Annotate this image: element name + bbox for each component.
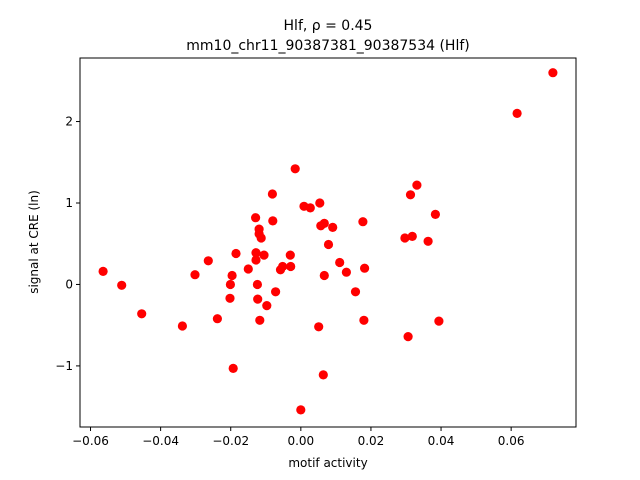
data-point <box>285 250 295 260</box>
data-point <box>335 257 345 268</box>
data-point <box>137 309 147 319</box>
data-point <box>315 198 325 208</box>
data-point <box>212 314 222 324</box>
data-point <box>341 267 351 277</box>
x-axis-ticks: −0.06 −0.04 −0.02 0.00 0.02 0.04 0.06 <box>72 427 525 448</box>
data-point <box>268 216 278 226</box>
data-point <box>271 287 281 297</box>
data-point <box>323 239 334 250</box>
data-point <box>290 164 300 174</box>
data-point <box>117 280 127 290</box>
chart-title-line1: Hlf, ρ = 0.45 <box>284 18 373 34</box>
data-point <box>203 256 213 266</box>
data-point <box>328 222 338 232</box>
x-tick-label: 0.04 <box>428 434 455 448</box>
data-point <box>548 68 558 78</box>
y-tick-label: 0 <box>65 277 73 291</box>
data-point <box>256 233 266 243</box>
data-point <box>225 293 235 303</box>
data-point <box>407 231 417 241</box>
data-point <box>412 180 422 190</box>
y-axis-ticks: −1 0 1 2 <box>55 115 80 373</box>
data-point <box>228 363 238 373</box>
data-point <box>225 279 235 290</box>
y-tick-label: 2 <box>65 115 73 129</box>
x-tick-label: −0.06 <box>72 434 109 448</box>
data-point <box>434 316 444 326</box>
y-axis-label: signal at CRE (ln) <box>27 190 41 294</box>
x-tick-label: −0.04 <box>142 434 179 448</box>
data-point <box>262 301 272 311</box>
data-point <box>305 203 315 213</box>
data-point <box>318 370 328 380</box>
data-point <box>359 315 369 325</box>
data-point <box>400 233 410 243</box>
axes-frame <box>79 57 577 428</box>
data-point <box>403 332 413 342</box>
data-point <box>190 270 200 280</box>
data-point <box>252 279 262 290</box>
data-point <box>177 321 187 331</box>
data-point <box>251 248 261 258</box>
data-point <box>423 236 433 246</box>
data-points <box>98 68 558 415</box>
data-point <box>231 248 241 259</box>
x-tick-label: 0.02 <box>358 434 385 448</box>
data-point <box>251 255 261 265</box>
data-point <box>227 270 237 281</box>
y-tick-label: 1 <box>65 196 73 210</box>
data-point <box>430 209 440 219</box>
x-axis-label: motif activity <box>288 456 367 470</box>
data-point <box>267 189 277 199</box>
chart-title-line2: mm10_chr11_90387381_90387534 (Hlf) <box>186 38 469 54</box>
data-point <box>350 287 361 297</box>
x-tick-label: 0.00 <box>287 434 314 448</box>
data-point <box>512 108 522 118</box>
data-point <box>319 218 329 228</box>
data-point <box>286 261 296 272</box>
data-point <box>98 266 108 276</box>
data-point <box>243 264 253 274</box>
y-tick-label: −1 <box>55 359 73 373</box>
x-tick-label: 0.06 <box>498 434 525 448</box>
data-point <box>360 263 370 273</box>
data-point <box>255 315 265 325</box>
plot-area: −0.06 −0.04 −0.02 0.00 0.02 0.04 0.06 −1 0 1 2 <box>55 57 577 448</box>
x-tick-label: −0.02 <box>212 434 249 448</box>
data-point <box>358 217 368 227</box>
data-point <box>296 405 306 415</box>
data-point <box>251 213 261 223</box>
data-point <box>259 250 269 260</box>
data-point <box>253 294 263 304</box>
data-point <box>319 270 329 281</box>
data-point <box>405 190 416 200</box>
data-point <box>278 261 288 272</box>
data-point <box>314 322 324 332</box>
